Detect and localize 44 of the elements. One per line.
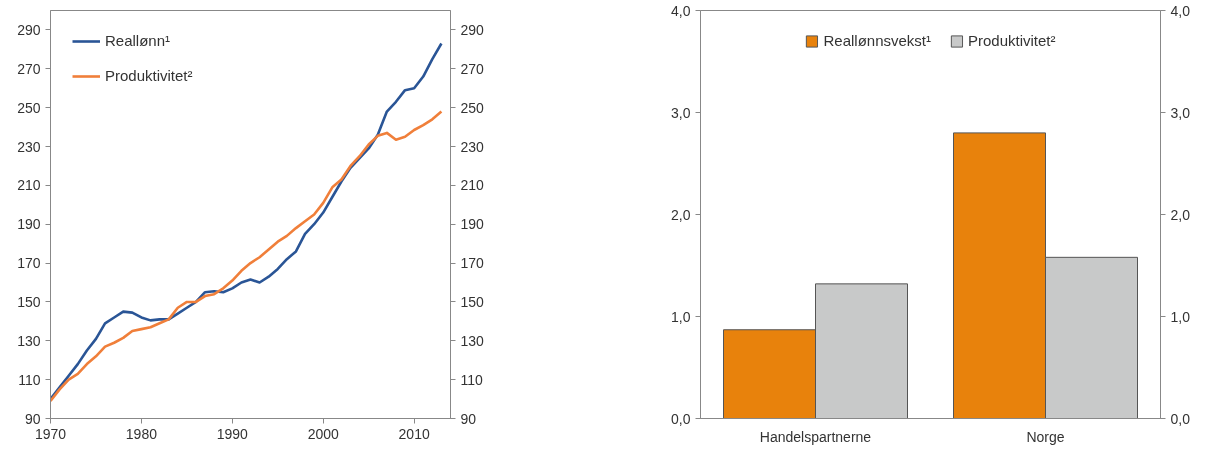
x-tick-label: Handelspartnerne xyxy=(759,428,872,445)
y2-tick-label: 1,0 xyxy=(1170,308,1191,325)
y2-tick-label: 3,0 xyxy=(1170,104,1191,121)
y2-tick-label: 170 xyxy=(460,255,485,272)
y2-tick-label: 4,0 xyxy=(1170,2,1191,19)
y-tick-label: 2,0 xyxy=(671,206,691,223)
y-tick-label: 170 xyxy=(17,255,41,272)
y-tick-label: 0,0 xyxy=(671,410,691,427)
legend-label: Produktivitet² xyxy=(968,32,1056,49)
y-tick-label: 90 xyxy=(24,410,41,427)
y-tick-label: 3,0 xyxy=(671,104,691,121)
legend-label: Reallønnsvekst¹ xyxy=(823,32,931,49)
legend-label: Reallønn¹ xyxy=(105,32,171,49)
y-tick-label: 250 xyxy=(17,99,41,116)
x-tick-label: 1970 xyxy=(34,425,67,442)
y2-tick-label: 250 xyxy=(460,99,485,116)
y2-tick-label: 150 xyxy=(460,293,485,310)
y-tick-label: 4,0 xyxy=(671,2,691,19)
x-tick-label: 1990 xyxy=(216,425,249,442)
y-tick-label: 110 xyxy=(18,371,41,388)
y2-tick-label: 190 xyxy=(460,216,485,233)
y2-tick-label: 2,0 xyxy=(1170,206,1191,223)
x-tick-label: Norge xyxy=(1026,428,1065,445)
y-tick-label: 190 xyxy=(17,216,41,233)
y2-tick-label: 210 xyxy=(460,177,485,194)
x-tick-label: 2000 xyxy=(307,425,340,442)
x-tick-label: 1980 xyxy=(125,425,158,442)
y-tick-label: 290 xyxy=(17,21,41,38)
y-tick-label: 210 xyxy=(17,177,41,194)
y2-tick-label: 130 xyxy=(460,332,485,349)
y2-tick-label: 270 xyxy=(460,60,485,77)
legend-label: Produktivitet² xyxy=(105,67,193,84)
y-tick-label: 1,0 xyxy=(671,308,691,325)
y2-tick-label: 110 xyxy=(460,371,484,388)
y-tick-label: 230 xyxy=(17,138,41,155)
y2-tick-label: 230 xyxy=(460,138,485,155)
x-tick-label: 2010 xyxy=(398,425,430,442)
y2-tick-label: 90 xyxy=(460,410,477,427)
y-tick-label: 270 xyxy=(17,60,41,77)
y-tick-label: 150 xyxy=(17,293,41,310)
y2-tick-label: 290 xyxy=(460,21,485,38)
line-series xyxy=(50,110,443,403)
y2-tick-label: 0,0 xyxy=(1170,410,1191,427)
y-tick-label: 130 xyxy=(17,332,41,349)
